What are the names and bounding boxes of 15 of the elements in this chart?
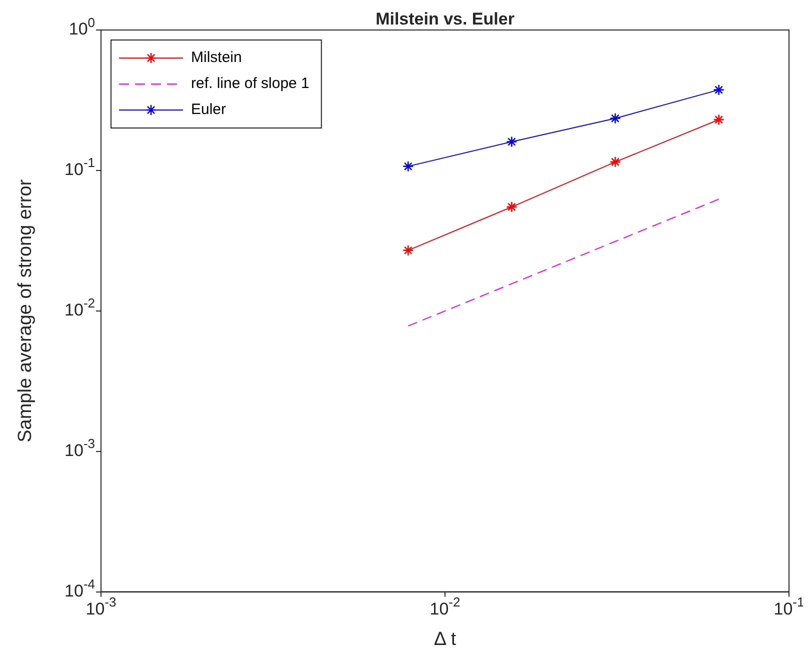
point	[506, 136, 518, 148]
point	[713, 114, 724, 126]
point	[506, 201, 518, 213]
point	[402, 160, 414, 172]
point	[610, 156, 621, 168]
legend-label: Milstein	[191, 49, 242, 66]
point	[713, 84, 724, 96]
point	[402, 244, 414, 256]
legend-label: ref. line of slope 1	[191, 75, 310, 92]
y-axis-title: Sample average of strong error	[15, 178, 36, 442]
point	[610, 112, 621, 124]
chart-title: Milstein vs. Euler	[376, 10, 515, 29]
line-series	[408, 198, 720, 326]
legend-label: Euler	[191, 101, 226, 118]
x-axis-title: Δ t	[434, 629, 457, 650]
